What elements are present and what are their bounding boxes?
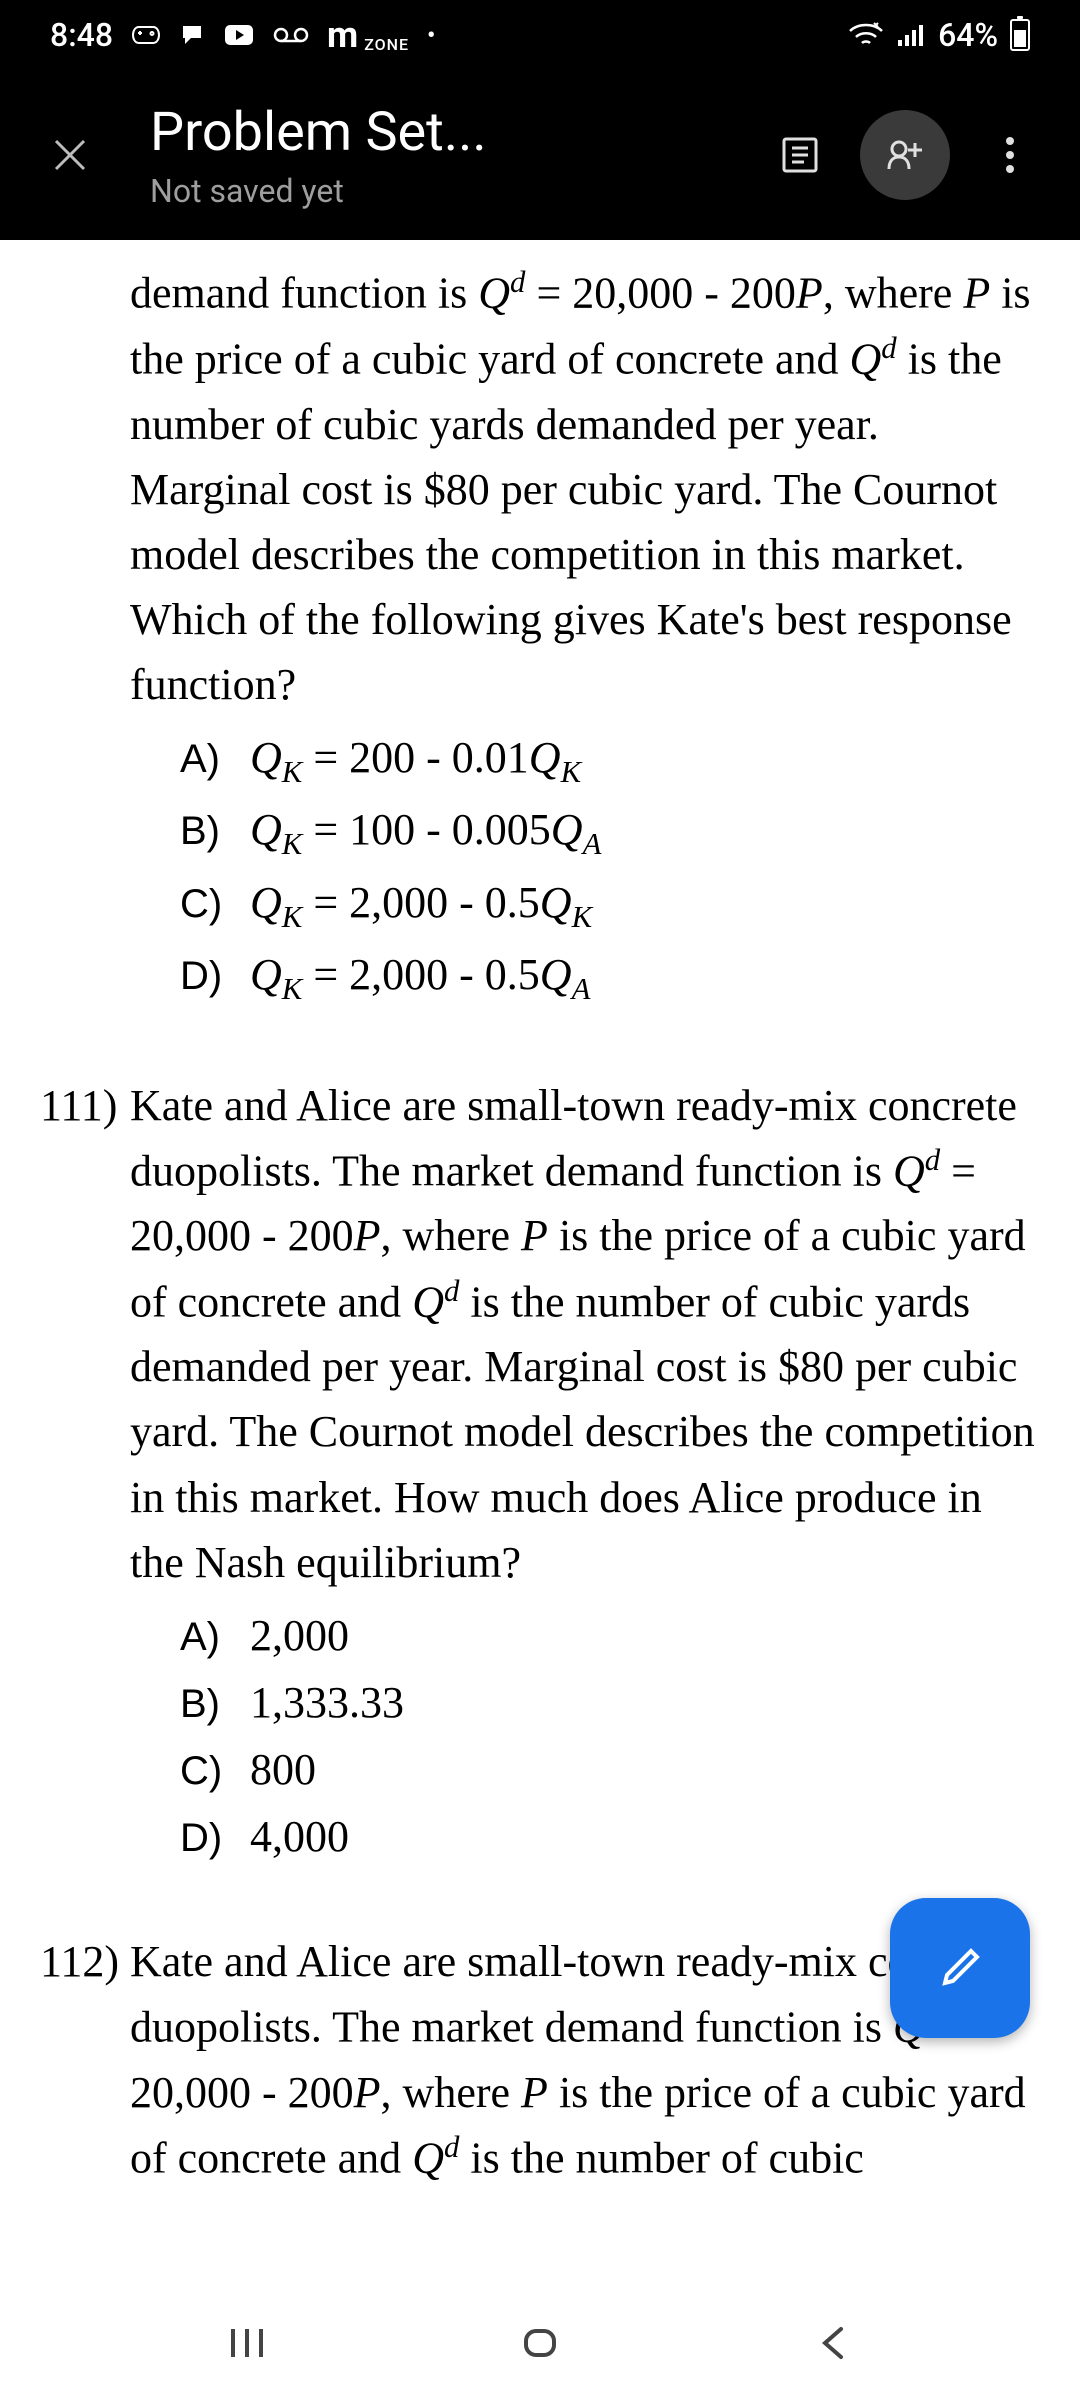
option-text: 2,000 [250,1603,1040,1668]
game-icon [131,23,161,47]
save-status: Not saved yet [150,172,760,210]
edit-fab[interactable] [890,1898,1030,2038]
document-content[interactable]: demand function is Qd = 20,000 - 200P, w… [0,240,1080,2408]
option-text: 1,333.33 [250,1670,1040,1735]
question-number: 111) [40,1073,130,1138]
text-fragment: = 20,000 - 200 [525,269,795,318]
option-label: B) [180,1675,250,1734]
question-111-text: 111) Kate and Alice are small-town ready… [40,1073,1040,1595]
text-fragment: is the number of cubic yards demanded pe… [130,334,1012,709]
var-p: P [963,269,990,318]
recent-apps-button[interactable] [197,2313,297,2373]
header-title-area: Problem Set... Not saved yet [110,101,760,210]
question-110-options: A) QK = 200 - 0.01QK B) QK = 100 - 0.005… [180,725,1040,1013]
signal-icon [896,22,926,48]
status-left: 8:48 m ZONE • [50,14,435,56]
sup-d: d [510,265,525,299]
var-q: Q [478,269,510,318]
option-d: D) 4,000 [180,1804,1040,1869]
text-fragment: , where [823,269,964,318]
chat-icon [179,22,205,48]
option-label: D) [180,1809,250,1868]
status-right: 64% [848,16,1030,54]
question-number: 112) [40,1929,130,1994]
option-label: D) [180,947,250,1006]
text-fragment: Kate and Alice are small-town ready-mix … [130,1937,1017,2052]
home-button[interactable] [490,2313,590,2373]
option-label: A) [180,1608,250,1667]
youtube-icon [223,23,255,47]
share-button[interactable] [860,110,950,200]
system-nav-bar [0,2278,1080,2408]
question-110-text: demand function is Qd = 20,000 - 200P, w… [130,260,1040,717]
zone-label: ZONE [364,35,409,54]
battery-icon [1010,19,1030,51]
text-fragment: , where [381,2068,522,2117]
text-fragment: is the number of cubic [459,2134,863,2183]
voicemail-icon [273,25,309,45]
option-text: 800 [250,1737,1040,1802]
m-icon: m [327,14,358,56]
option-text: QK = 2,000 - 0.5QK [250,870,1040,940]
option-text: QK = 200 - 0.01QK [250,725,1040,795]
status-time: 8:48 [50,16,113,54]
option-text: QK = 2,000 - 0.5QA [250,942,1040,1012]
option-text: QK = 100 - 0.005QA [250,797,1040,867]
option-c: C) QK = 2,000 - 0.5QK [180,870,1040,940]
option-a: A) QK = 200 - 0.01QK [180,725,1040,795]
document-title: Problem Set... [150,101,760,164]
close-button[interactable] [30,115,110,195]
option-a: A) 2,000 [180,1603,1040,1668]
outline-button[interactable] [760,115,840,195]
back-button[interactable] [783,2313,883,2373]
var-q: Q [850,334,882,383]
app-header: Problem Set... Not saved yet [0,70,1080,240]
option-label: B) [180,802,250,861]
var-p: P [796,269,823,318]
sup-d: d [881,331,896,365]
question-111-options: A) 2,000 B) 1,333.33 C) 800 D) 4,000 [180,1603,1040,1869]
question-body: Kate and Alice are small-town ready-mix … [130,1073,1040,1595]
dot-icon: • [427,21,435,49]
option-label: A) [180,730,250,789]
text-fragment: demand function is [130,269,478,318]
option-label: C) [180,875,250,934]
option-text: 4,000 [250,1804,1040,1869]
option-label: C) [180,1742,250,1801]
question-111: 111) Kate and Alice are small-town ready… [40,1073,1040,1870]
status-bar: 8:48 m ZONE • 64% [0,0,1080,70]
header-actions [760,110,1050,200]
text-fragment: , where [381,1211,522,1260]
option-c: C) 800 [180,1737,1040,1802]
option-b: B) QK = 100 - 0.005QA [180,797,1040,867]
wifi-icon [848,21,884,49]
text-fragment: Kate and Alice are small-town ready-mix … [130,1081,1017,1196]
battery-percent: 64% [938,16,998,54]
question-110: demand function is Qd = 20,000 - 200P, w… [40,260,1040,1013]
more-button[interactable] [970,115,1050,195]
option-d: D) QK = 2,000 - 0.5QA [180,942,1040,1012]
option-b: B) 1,333.33 [180,1670,1040,1735]
